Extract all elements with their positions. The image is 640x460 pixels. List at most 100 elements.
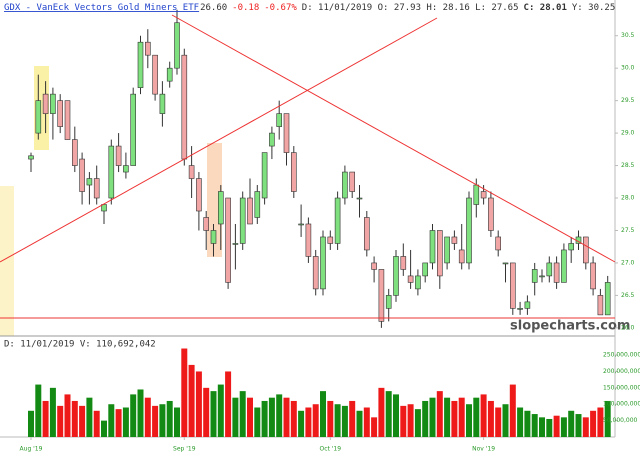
candle-body [239,197,246,244]
candle-body [539,275,545,278]
volume-bar [546,418,553,437]
candle-body [451,236,458,244]
volume-bar [363,407,370,437]
volume-bar [517,407,524,437]
volume-bar [568,410,575,437]
volume-bar [451,400,458,437]
volume-bar [473,397,480,437]
volume-bar [290,400,297,437]
volume-bar [239,391,246,437]
candle-body [261,152,268,199]
volume-bar [312,404,319,437]
candle-body [378,269,385,322]
candle-body [72,139,78,166]
candle-body [349,171,356,192]
volume-bar [414,409,421,437]
candle-body [35,100,42,134]
candle-body [356,197,363,200]
volume-bar [276,394,283,437]
volume-bar [108,404,115,437]
volume-bar [86,397,93,437]
candle-body [290,152,297,192]
volume-bar [137,389,144,437]
volume-bar [327,400,334,437]
candle-body [283,113,290,153]
volume-bar [217,384,224,437]
volume-bar [130,394,137,437]
candle-body [93,178,100,199]
y2-tick-label: 100,000,000 [603,401,640,408]
candle-body [130,93,136,166]
volume-bar [42,400,49,437]
x-tick-label: Sep '19 [173,446,196,453]
y-tick-label: 29.0 [621,130,635,137]
candle-body [371,262,377,270]
candle-body [305,223,312,257]
candle-body [196,178,202,212]
volume-bar [604,400,611,437]
price-change: -0.18 [232,3,259,13]
volume-bar [466,404,472,437]
candle-body [312,256,319,290]
candle-body [466,197,472,264]
candle-body [108,145,115,199]
volume-bar [254,407,261,437]
candle-body [517,308,523,310]
volume-bar [444,397,451,437]
candle-body [415,275,421,290]
volume-bar [225,371,232,437]
x-tick-label: Nov '19 [472,446,495,453]
volume-bar [232,397,239,437]
last-price: 26.60 [200,3,227,13]
candle-body [269,132,275,147]
candle-body [210,230,217,244]
highlight-zone [0,186,14,336]
watermark: slopecharts.com [510,319,630,334]
candle-body [509,262,516,309]
volume-bar [122,407,129,437]
candle-body [203,217,209,231]
y-tick-label: 26.0 [621,324,635,331]
volume-bar [429,397,436,437]
candle-body [218,191,224,225]
volume-bar [49,387,56,437]
candle-body [181,54,188,160]
volume-bar [480,394,487,437]
price-change-pct: -0.67% [264,3,297,13]
y2-tick-label: 150,000,000 [603,384,640,391]
volume-bar [166,400,173,437]
volume-bar [101,420,107,437]
candle-body [232,243,239,245]
volume-bar [28,410,34,437]
volume-bar [334,404,341,437]
volume-bar [385,391,392,437]
y-tick-label: 30.5 [621,32,635,39]
volume-bar [144,397,151,437]
y-tick-label: 29.5 [621,97,635,104]
volume-bar [495,407,502,437]
y2-tick-label: 50,000,000 [603,417,638,424]
symbol-title[interactable]: GDX - VanEck Vectors Gold Miners ETF [4,3,199,13]
candle-body [546,262,553,277]
candle-body [582,236,589,264]
candle-body [488,197,494,231]
volume-bar [174,407,180,437]
candle-body [407,275,414,283]
y2-tick-label: 250,000,000 [603,352,640,359]
volume-bar [524,410,531,437]
volume-bar [553,415,560,437]
volume-bar [487,400,494,437]
candle-body [137,41,144,88]
volume-bar [57,405,64,437]
volume-bar [79,405,86,437]
candle-body [64,100,71,140]
candle-body [342,171,348,199]
x-tick-label: Aug '19 [20,446,43,453]
volume-bar [320,391,326,437]
volume-bar [371,417,378,437]
candle-body [159,93,166,114]
candle-body [444,236,450,264]
volume-bar [71,400,78,437]
volume-bar [203,387,210,437]
